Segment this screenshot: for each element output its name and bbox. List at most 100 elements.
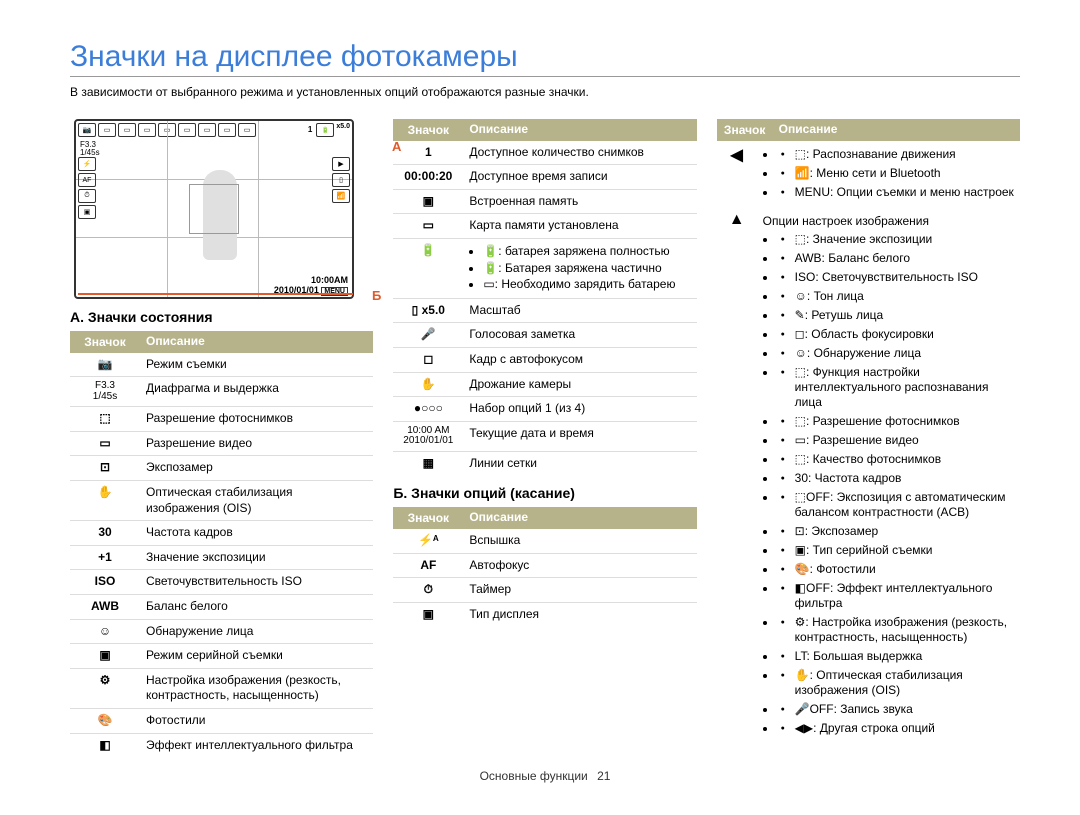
- list-item: ⬚: Разрешение фотоснимков: [777, 413, 1014, 431]
- row-desc: Эффект интеллектуального фильтра: [140, 734, 373, 758]
- table-row: ✋Оптическая стабилизация изображения (OI…: [70, 481, 373, 521]
- list-item: ✋: Оптическая стабилизация изображения (…: [777, 667, 1014, 700]
- display-mock: 📷 ▭▭▭ ▭▭▭ ▭▭ 1 🔋 x5.0 F3.3 1/45s ⚡AF⏱▣ ▶…: [70, 119, 373, 299]
- row-desc: Набор опций 1 (из 4): [463, 397, 696, 421]
- list-item: ✎: Ретушь лица: [777, 307, 1014, 325]
- row-icon: ●○○○: [393, 397, 463, 419]
- row-desc: Баланс белого: [140, 595, 373, 619]
- list-item: ISO: Светочувствительность ISO: [777, 269, 1014, 287]
- row-icon: ✋: [70, 481, 140, 503]
- row-icon: +1: [70, 546, 140, 568]
- row-desc: Текущие дата и время: [463, 422, 696, 446]
- list-item: ◻: Область фокусировки: [777, 326, 1014, 344]
- row-desc: Таймер: [463, 578, 696, 602]
- section-b-title: Б. Значки опций (касание): [393, 485, 696, 501]
- table-row: 30Частота кадров: [70, 521, 373, 546]
- disp-time: 10:00AM: [274, 275, 348, 285]
- list-item: LT: Большая выдержка: [777, 648, 1014, 666]
- row-desc: Оптическая стабилизация изображения (OIS…: [140, 481, 373, 520]
- list-item: ⬚: Качество фотоснимков: [777, 451, 1014, 469]
- table-row: ▣Режим серийной съемки: [70, 644, 373, 669]
- col-desc-label: Описание: [140, 331, 373, 353]
- row-icon: ⚡ᴬ: [393, 529, 463, 551]
- row-icon: 🔋: [393, 239, 463, 261]
- row-desc: Настройка изображения (резкость, контрас…: [140, 669, 373, 708]
- table-row: ▦Линии сетки: [393, 452, 696, 476]
- list-item: ◧OFF: Эффект интеллектуального фильтра: [777, 580, 1014, 613]
- row-icon: ▭: [70, 432, 140, 454]
- row-icon: ▣: [393, 603, 463, 625]
- row-icon: ▣: [393, 190, 463, 212]
- disp-counter: 1: [306, 123, 314, 137]
- row-icon: ⏱: [393, 578, 463, 601]
- table-row: ●○○○Набор опций 1 (из 4): [393, 397, 696, 422]
- row-icon: ▭: [393, 214, 463, 236]
- footer-page: 21: [597, 769, 610, 783]
- list-item: ⚙: Настройка изображения (резкость, конт…: [777, 614, 1014, 647]
- row-desc: Масштаб: [463, 299, 696, 323]
- list-item: ⬚OFF: Экспозиция с автоматическим баланс…: [777, 489, 1014, 522]
- table-row: AWBБаланс белого: [70, 595, 373, 620]
- row-desc: Разрешение фотоснимков: [140, 407, 373, 431]
- list-item: ▣: Тип серийной съемки: [777, 542, 1014, 560]
- row-desc: Обнаружение лица: [140, 620, 373, 644]
- row-icon: ▦: [393, 452, 463, 474]
- row-desc: Разрешение видео: [140, 432, 373, 456]
- row-icon: ☺: [70, 620, 140, 642]
- table-row: 🔋🔋: батарея заряжена полностью🔋: Батарея…: [393, 239, 696, 299]
- row-desc: Тип дисплея: [463, 603, 696, 627]
- row-icon: ◧: [70, 734, 140, 756]
- marker-a: А: [392, 139, 401, 154]
- row-desc: Доступное количество снимков: [463, 141, 696, 165]
- table-row: 🎤Голосовая заметка: [393, 323, 696, 348]
- list-item: ⬚: Значение экспозиции: [777, 231, 1014, 249]
- table-row: ▭Карта памяти установлена: [393, 214, 696, 239]
- row-desc: ⬚: Распознавание движения📶: Меню сети и …: [757, 141, 1020, 207]
- row-desc: Доступное время записи: [463, 165, 696, 189]
- table-row: ⚙Настройка изображения (резкость, контра…: [70, 669, 373, 709]
- list-item: ☺: Обнаружение лица: [777, 345, 1014, 363]
- row-desc: Режим серийной съемки: [140, 644, 373, 668]
- list-item: 30: Частота кадров: [777, 470, 1014, 488]
- row-desc: Режим съемки: [140, 353, 373, 377]
- row-desc: Голосовая заметка: [463, 323, 696, 347]
- table-row: ◧Эффект интеллектуального фильтра: [70, 734, 373, 758]
- disp-zoom: x5.0: [336, 123, 350, 137]
- row-desc: Встроенная память: [463, 190, 696, 214]
- row-icon: 1: [393, 141, 463, 163]
- row-desc: Диафрагма и выдержка: [140, 377, 373, 401]
- table-row: ISOСветочувствительность ISO: [70, 570, 373, 595]
- row-icon: F3.31/45s: [70, 377, 140, 406]
- list-item: ☺: Тон лица: [777, 288, 1014, 306]
- table-b2-body: ◀⬚: Распознавание движения📶: Меню сети и…: [717, 141, 1020, 743]
- column-3: Значок Описание ◀⬚: Распознавание движен…: [717, 119, 1020, 757]
- footer-text: Основные функции: [480, 769, 588, 783]
- table-row: 1Доступное количество снимков: [393, 141, 696, 166]
- table-a-head: Значок Описание: [70, 331, 373, 353]
- table-row: 00:00:20Доступное время записи: [393, 165, 696, 190]
- row-desc: 🔋: батарея заряжена полностью🔋: Батарея …: [463, 239, 696, 298]
- table-row: ▣Встроенная память: [393, 190, 696, 215]
- row-desc: Значение экспозиции: [140, 546, 373, 570]
- row-icon: 10:00 AM2010/01/01: [393, 422, 463, 451]
- row-icon: ⬚: [70, 407, 140, 429]
- table-row: 🎨Фотостили: [70, 709, 373, 734]
- table-row: ▣Тип дисплея: [393, 603, 696, 627]
- list-item: ▭: Разрешение видео: [777, 432, 1014, 450]
- table-row: ▯ x5.0Масштаб: [393, 299, 696, 324]
- table-a-body: 📷Режим съемкиF3.31/45sДиафрагма и выдерж…: [70, 353, 373, 758]
- table-a2-head: Значок Описание: [393, 119, 696, 141]
- table-a2-body: 1Доступное количество снимков00:00:20Дос…: [393, 141, 696, 476]
- table-row: 📷Режим съемки: [70, 353, 373, 378]
- row-icon: ▣: [70, 644, 140, 666]
- column-2: Значок Описание 1Доступное количество сн…: [393, 119, 696, 757]
- list-item: AWB: Баланс белого: [777, 250, 1014, 268]
- row-icon: ▯ x5.0: [393, 299, 463, 321]
- row-desc: Экспозамер: [140, 456, 373, 480]
- row-desc: Линии сетки: [463, 452, 696, 476]
- table-row: ◀⬚: Распознавание движения📶: Меню сети и…: [717, 141, 1020, 207]
- row-desc: Опции настроек изображения⬚: Значение эк…: [757, 207, 1020, 743]
- row-desc: Вспышка: [463, 529, 696, 553]
- row-icon: ⚙: [70, 669, 140, 691]
- row-icon: ISO: [70, 570, 140, 592]
